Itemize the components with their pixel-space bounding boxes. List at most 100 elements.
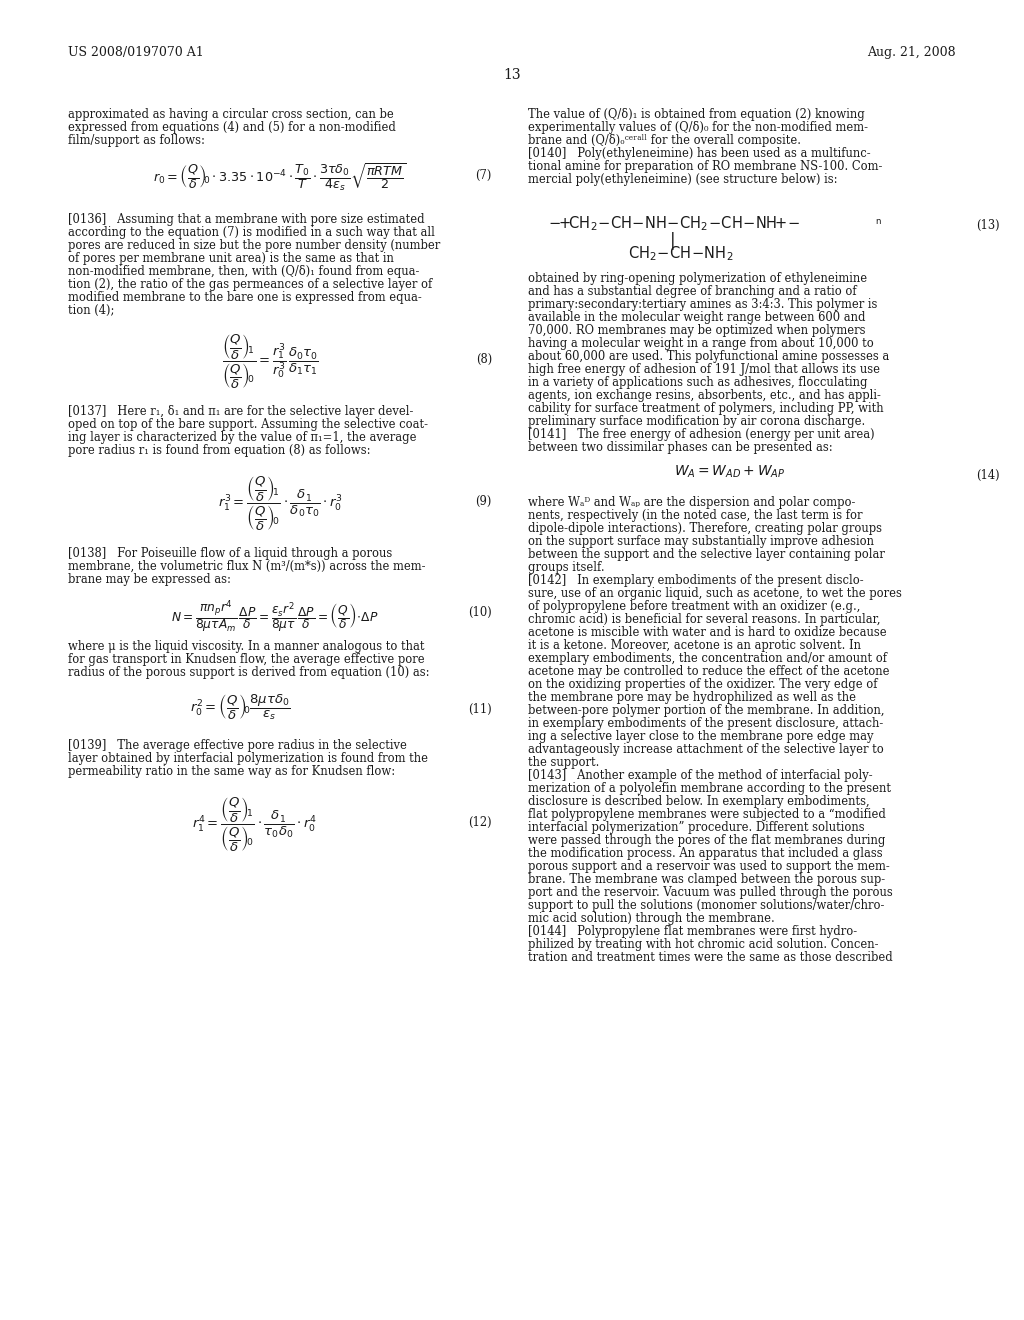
Text: pores are reduced in size but the pore number density (number: pores are reduced in size but the pore n… — [68, 239, 440, 252]
Text: high free energy of adhesion of 191 J/mol that allows its use: high free energy of adhesion of 191 J/mo… — [528, 363, 880, 376]
Text: $\mathsf{-\!\!+\!\!CH_2\!-\!CH\!-\!NH\!-\!CH_2\!-\!CH\!-\!NH\!\!+\!\!-}$: $\mathsf{-\!\!+\!\!CH_2\!-\!CH\!-\!NH\!-… — [548, 214, 801, 232]
Text: [0142]   In exemplary embodiments of the present disclo-: [0142] In exemplary embodiments of the p… — [528, 574, 863, 587]
Text: brane may be expressed as:: brane may be expressed as: — [68, 573, 230, 586]
Text: sure, use of an organic liquid, such as acetone, to wet the pores: sure, use of an organic liquid, such as … — [528, 587, 902, 601]
Text: agents, ion exchange resins, absorbents, etc., and has appli-: agents, ion exchange resins, absorbents,… — [528, 389, 881, 403]
Text: The value of (Q/δ)₁ is obtained from equation (2) knowing: The value of (Q/δ)₁ is obtained from equ… — [528, 108, 864, 121]
Text: of pores per membrane unit area) is the same as that in: of pores per membrane unit area) is the … — [68, 252, 394, 265]
Text: oped on top of the bare support. Assuming the selective coat-: oped on top of the bare support. Assumin… — [68, 418, 428, 432]
Text: $r_0^2 = \left(\dfrac{Q}{\delta}\right)_{\!\!0}\dfrac{8\mu\tau\delta_0}{\varepsi: $r_0^2 = \left(\dfrac{Q}{\delta}\right)_… — [189, 693, 290, 722]
Text: mercial poly(ethyleneimine) (see structure below) is:: mercial poly(ethyleneimine) (see structu… — [528, 173, 838, 186]
Text: groups itself.: groups itself. — [528, 561, 604, 574]
Text: [0143]   Another example of the method of interfacial poly-: [0143] Another example of the method of … — [528, 770, 872, 781]
Text: [0137]   Here r₁, δ₁ and π₁ are for the selective layer devel-: [0137] Here r₁, δ₁ and π₁ are for the se… — [68, 405, 414, 418]
Text: mic acid solution) through the membrane.: mic acid solution) through the membrane. — [528, 912, 775, 925]
Text: the support.: the support. — [528, 756, 599, 770]
Text: approximated as having a circular cross section, can be: approximated as having a circular cross … — [68, 108, 394, 121]
Text: $r_0 = \left(\dfrac{Q}{\delta}\right)_{\!\!0} \cdot 3.35 \cdot 10^{-4} \cdot \df: $r_0 = \left(\dfrac{Q}{\delta}\right)_{\… — [154, 161, 407, 193]
Text: [0144]   Polypropylene flat membranes were first hydro-: [0144] Polypropylene flat membranes were… — [528, 925, 857, 939]
Text: tration and treatment times were the same as those described: tration and treatment times were the sam… — [528, 950, 893, 964]
Text: it is a ketone. Moreover, acetone is an aprotic solvent. In: it is a ketone. Moreover, acetone is an … — [528, 639, 861, 652]
Text: $N = \dfrac{\pi n_p r^4}{8\mu\tau A_m}\,\dfrac{\Delta P}{\delta} = \dfrac{\varep: $N = \dfrac{\pi n_p r^4}{8\mu\tau A_m}\,… — [171, 598, 379, 635]
Text: according to the equation (7) is modified in a such way that all: according to the equation (7) is modifie… — [68, 226, 435, 239]
Text: advantageously increase attachment of the selective layer to: advantageously increase attachment of th… — [528, 743, 884, 756]
Text: porous support and a reservoir was used to support the mem-: porous support and a reservoir was used … — [528, 861, 890, 873]
Text: between two dissimilar phases can be presented as:: between two dissimilar phases can be pre… — [528, 441, 833, 454]
Text: membrane, the volumetric flux N (m³/(m*s)) across the mem-: membrane, the volumetric flux N (m³/(m*s… — [68, 560, 426, 573]
Text: [0138]   For Poiseuille flow of a liquid through a porous: [0138] For Poiseuille flow of a liquid t… — [68, 546, 392, 560]
Text: film/support as follows:: film/support as follows: — [68, 135, 205, 147]
Text: tion (2), the ratio of the gas permeances of a selective layer of: tion (2), the ratio of the gas permeance… — [68, 279, 432, 290]
Text: between the support and the selective layer containing polar: between the support and the selective la… — [528, 548, 885, 561]
Text: $\mathsf{CH_2\!-\!CH\!-\!NH_2}$: $\mathsf{CH_2\!-\!CH\!-\!NH_2}$ — [628, 244, 733, 263]
Text: preliminary surface modification by air corona discharge.: preliminary surface modification by air … — [528, 414, 865, 428]
Text: tional amine for preparation of RO membrane NS-100. Com-: tional amine for preparation of RO membr… — [528, 160, 883, 173]
Text: of polypropylene before treatment with an oxidizer (e.g.,: of polypropylene before treatment with a… — [528, 601, 860, 612]
Text: [0136]   Assuming that a membrane with pore size estimated: [0136] Assuming that a membrane with por… — [68, 213, 425, 226]
Text: (8): (8) — [476, 352, 492, 366]
Text: [0140]   Poly(ethyleneimine) has been used as a multifunc-: [0140] Poly(ethyleneimine) has been used… — [528, 147, 870, 160]
Text: port and the reservoir. Vacuum was pulled through the porous: port and the reservoir. Vacuum was pulle… — [528, 886, 893, 899]
Text: about 60,000 are used. This polyfunctional amine possesses a: about 60,000 are used. This polyfunction… — [528, 350, 889, 363]
Text: chromic acid) is beneficial for several reasons. In particular,: chromic acid) is beneficial for several … — [528, 612, 881, 626]
Text: modified membrane to the bare one is expressed from equa-: modified membrane to the bare one is exp… — [68, 290, 422, 304]
Text: (10): (10) — [468, 606, 492, 619]
Text: and has a substantial degree of branching and a ratio of: and has a substantial degree of branchin… — [528, 285, 857, 298]
Text: ing layer is characterized by the value of π₁=1, the average: ing layer is characterized by the value … — [68, 432, 417, 444]
Text: US 2008/0197070 A1: US 2008/0197070 A1 — [68, 46, 204, 59]
Text: nents, respectively (in the noted case, the last term is for: nents, respectively (in the noted case, … — [528, 510, 862, 521]
Text: ing a selective layer close to the membrane pore edge may: ing a selective layer close to the membr… — [528, 730, 873, 743]
Text: cability for surface treatment of polymers, including PP, with: cability for surface treatment of polyme… — [528, 403, 884, 414]
Text: obtained by ring-opening polymerization of ethyleneimine: obtained by ring-opening polymerization … — [528, 272, 867, 285]
Text: non-modified membrane, then, with (Q/δ)₁ found from equa-: non-modified membrane, then, with (Q/δ)₁… — [68, 265, 420, 279]
Text: interfacial polymerization” procedure. Different solutions: interfacial polymerization” procedure. D… — [528, 821, 864, 834]
Text: primary:secondary:tertiary amines as 3:4:3. This polymer is: primary:secondary:tertiary amines as 3:4… — [528, 298, 878, 312]
Text: (13): (13) — [976, 219, 1000, 232]
Text: acetone is miscible with water and is hard to oxidize because: acetone is miscible with water and is ha… — [528, 626, 887, 639]
Text: $\dfrac{\left(\dfrac{Q}{\delta}\right)_{\!1}}{\left(\dfrac{Q}{\delta}\right)_{\!: $\dfrac{\left(\dfrac{Q}{\delta}\right)_{… — [221, 333, 318, 391]
Text: $\mathsf{_n}$: $\mathsf{_n}$ — [874, 214, 882, 227]
Text: flat polypropylene membranes were subjected to a “modified: flat polypropylene membranes were subjec… — [528, 808, 886, 821]
Text: $W_A = W_{AD} + W_{AP}$: $W_A = W_{AD} + W_{AP}$ — [675, 465, 785, 480]
Text: pore radius r₁ is found from equation (8) as follows:: pore radius r₁ is found from equation (8… — [68, 444, 371, 457]
Text: were passed through the pores of the flat membranes during: were passed through the pores of the fla… — [528, 834, 886, 847]
Text: brane and (Q/δ)ₒᶜᵉʳᵃˡˡ for the overall composite.: brane and (Q/δ)ₒᶜᵉʳᵃˡˡ for the overall c… — [528, 135, 801, 147]
Text: having a molecular weight in a range from about 10,000 to: having a molecular weight in a range fro… — [528, 337, 873, 350]
Text: Aug. 21, 2008: Aug. 21, 2008 — [867, 46, 956, 59]
Text: where μ is the liquid viscosity. In a manner analogous to that: where μ is the liquid viscosity. In a ma… — [68, 640, 425, 653]
Text: in exemplary embodiments of the present disclosure, attach-: in exemplary embodiments of the present … — [528, 717, 884, 730]
Text: experimentally values of (Q/δ)₀ for the non-modified mem-: experimentally values of (Q/δ)₀ for the … — [528, 121, 868, 135]
Text: acetone may be controlled to reduce the effect of the acetone: acetone may be controlled to reduce the … — [528, 665, 890, 678]
Text: support to pull the solutions (monomer solutions/water/chro-: support to pull the solutions (monomer s… — [528, 899, 885, 912]
Text: merization of a polyolefin membrane according to the present: merization of a polyolefin membrane acco… — [528, 781, 891, 795]
Text: radius of the porous support is derived from equation (10) as:: radius of the porous support is derived … — [68, 667, 429, 678]
Text: dipole-dipole interactions). Therefore, creating polar groups: dipole-dipole interactions). Therefore, … — [528, 521, 882, 535]
Text: where Wₐᴰ and Wₐₚ are the dispersion and polar compo-: where Wₐᴰ and Wₐₚ are the dispersion and… — [528, 496, 855, 510]
Text: the modification process. An apparatus that included a glass: the modification process. An apparatus t… — [528, 847, 883, 861]
Text: philized by treating with hot chromic acid solution. Concen-: philized by treating with hot chromic ac… — [528, 939, 879, 950]
Text: on the oxidizing properties of the oxidizer. The very edge of: on the oxidizing properties of the oxidi… — [528, 678, 878, 690]
Text: the membrane pore may be hydrophilized as well as the: the membrane pore may be hydrophilized a… — [528, 690, 856, 704]
Text: (12): (12) — [468, 816, 492, 829]
Text: for gas transport in Knudsen flow, the average effective pore: for gas transport in Knudsen flow, the a… — [68, 653, 425, 667]
Text: disclosure is described below. In exemplary embodiments,: disclosure is described below. In exempl… — [528, 795, 869, 808]
Text: exemplary embodiments, the concentration and/or amount of: exemplary embodiments, the concentration… — [528, 652, 887, 665]
Text: 70,000. RO membranes may be optimized when polymers: 70,000. RO membranes may be optimized wh… — [528, 323, 865, 337]
Text: (9): (9) — [475, 495, 492, 508]
Text: $r_1^3 = \dfrac{\left(\dfrac{Q}{\delta}\right)_{\!1}}{\left(\dfrac{Q}{\delta}\ri: $r_1^3 = \dfrac{\left(\dfrac{Q}{\delta}\… — [217, 475, 342, 533]
Text: (11): (11) — [468, 704, 492, 715]
Text: 13: 13 — [503, 69, 521, 82]
Text: $r_1^4 = \dfrac{\left(\dfrac{Q}{\delta}\right)_{\!1}}{\left(\dfrac{Q}{\delta}\ri: $r_1^4 = \dfrac{\left(\dfrac{Q}{\delta}\… — [193, 796, 317, 854]
Text: [0141]   The free energy of adhesion (energy per unit area): [0141] The free energy of adhesion (ener… — [528, 428, 874, 441]
Text: in a variety of applications such as adhesives, flocculating: in a variety of applications such as adh… — [528, 376, 867, 389]
Text: available in the molecular weight range between 600 and: available in the molecular weight range … — [528, 312, 865, 323]
Text: permeability ratio in the same way as for Knudsen flow:: permeability ratio in the same way as fo… — [68, 766, 395, 777]
Text: on the support surface may substantially improve adhesion: on the support surface may substantially… — [528, 535, 874, 548]
Text: brane. The membrane was clamped between the porous sup-: brane. The membrane was clamped between … — [528, 873, 885, 886]
Text: (14): (14) — [976, 469, 1000, 482]
Text: between-pore polymer portion of the membrane. In addition,: between-pore polymer portion of the memb… — [528, 704, 885, 717]
Text: [0139]   The average effective pore radius in the selective: [0139] The average effective pore radius… — [68, 739, 407, 752]
Text: layer obtained by interfacial polymerization is found from the: layer obtained by interfacial polymeriza… — [68, 752, 428, 766]
Text: $|$: $|$ — [670, 230, 675, 252]
Text: (7): (7) — [475, 169, 492, 182]
